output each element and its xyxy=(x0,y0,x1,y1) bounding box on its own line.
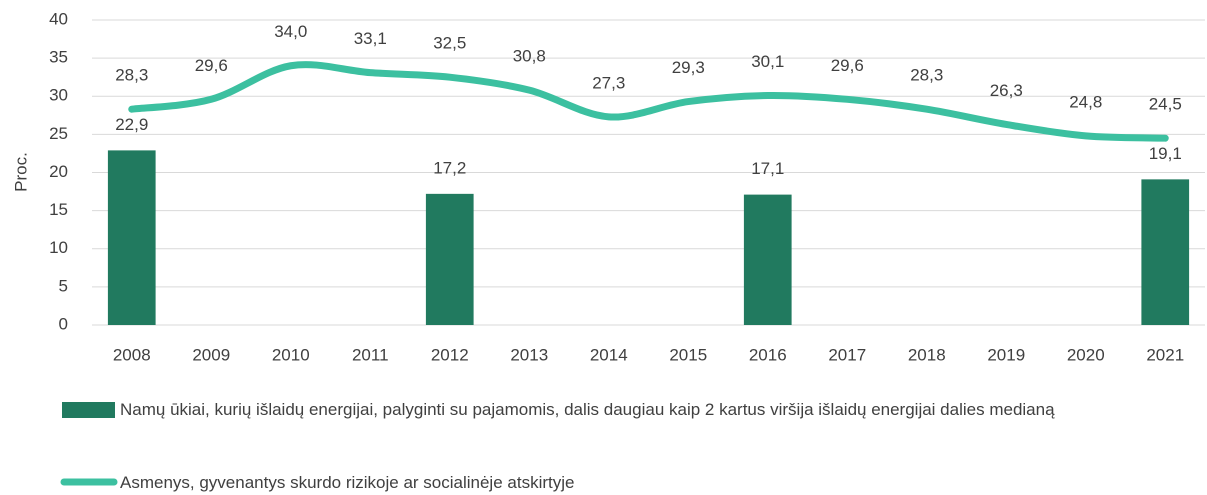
bar xyxy=(743,194,792,325)
y-tick-label: 40 xyxy=(49,9,68,28)
x-tick-label: 2017 xyxy=(828,345,866,364)
line-value-label: 30,8 xyxy=(513,47,546,66)
bar-value-label: 19,1 xyxy=(1149,144,1182,163)
x-tick-label: 2020 xyxy=(1067,345,1105,364)
y-tick-label: 30 xyxy=(49,86,68,105)
x-tick-label: 2014 xyxy=(590,345,628,364)
line xyxy=(128,61,1169,142)
x-tick-label: 2018 xyxy=(908,345,946,364)
y-tick-label: 5 xyxy=(59,276,68,295)
x-tick-label: 2012 xyxy=(431,345,469,364)
y-tick-label: 35 xyxy=(49,48,68,67)
x-tick-label: 2011 xyxy=(352,345,389,364)
line-value-label: 27,3 xyxy=(592,73,625,92)
bar xyxy=(425,193,474,325)
x-tick-label: 2008 xyxy=(113,345,151,364)
line-value-label: 24,5 xyxy=(1149,95,1182,114)
bar-value-label: 17,2 xyxy=(433,158,466,177)
line-value-label: 34,0 xyxy=(274,22,307,41)
line-value-label: 28,3 xyxy=(910,66,943,85)
line-value-label: 24,8 xyxy=(1069,92,1102,111)
x-tick-label: 2010 xyxy=(272,345,310,364)
x-tick-label: 2019 xyxy=(987,345,1025,364)
x-tick-label: 2016 xyxy=(749,345,787,364)
bar-value-label: 17,1 xyxy=(751,159,784,178)
line-value-label: 33,1 xyxy=(354,29,387,48)
y-tick-label: 25 xyxy=(49,124,68,143)
x-tick-label: 2009 xyxy=(192,345,230,364)
legend-entry: Asmenys, gyvenantys skurdo rizikoje ar s… xyxy=(120,473,575,492)
line-value-label: 30,1 xyxy=(751,52,784,71)
line-value-label: 29,3 xyxy=(672,58,705,77)
line-value-label: 28,3 xyxy=(115,66,148,85)
line-value-label: 29,6 xyxy=(831,56,864,75)
y-tick-label: 20 xyxy=(49,162,68,181)
x-tick-label: 2021 xyxy=(1146,345,1184,364)
bar-value-label: 22,9 xyxy=(115,115,148,134)
y-tick-label: 15 xyxy=(49,200,68,219)
x-tick-label: 2015 xyxy=(669,345,707,364)
y-tick-label: 0 xyxy=(59,314,68,333)
line-value-label: 29,6 xyxy=(195,56,228,75)
legend-entry: Namų ūkiai, kurių išlaidų energijai, pal… xyxy=(120,400,1055,419)
x-tick-label: 2013 xyxy=(510,345,548,364)
y-axis-label: Proc. xyxy=(11,152,30,192)
bar xyxy=(107,150,156,325)
line-value-label: 26,3 xyxy=(990,81,1023,100)
y-tick-label: 10 xyxy=(49,238,68,257)
bar xyxy=(1141,179,1190,325)
line-value-label: 32,5 xyxy=(433,34,466,53)
legend-swatch-bar xyxy=(62,402,115,418)
